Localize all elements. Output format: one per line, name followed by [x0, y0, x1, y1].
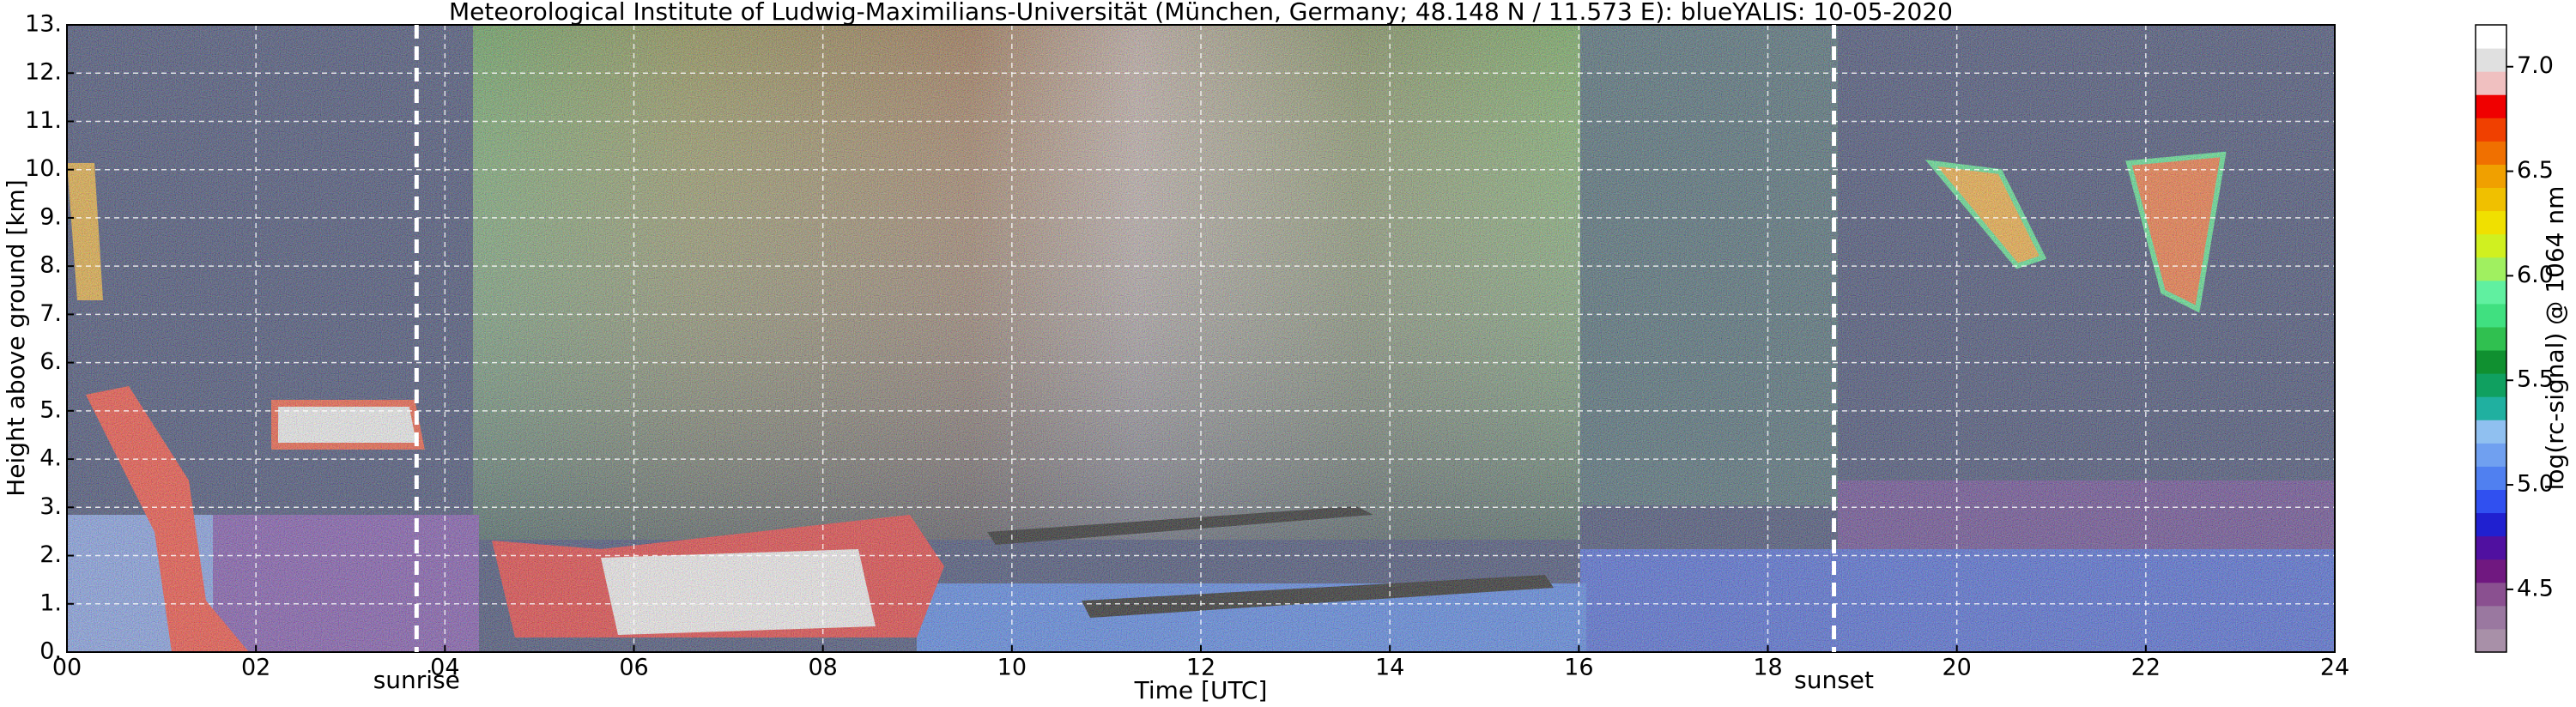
colorbar-segment — [2476, 303, 2506, 328]
x-tick-label: 06 — [619, 655, 648, 681]
x-tick-label: 14 — [1375, 655, 1404, 681]
x-tick-label: 02 — [241, 655, 270, 681]
colorbar-segment — [2476, 141, 2506, 165]
colorbar-segment — [2476, 535, 2506, 560]
x-tick-label: 18 — [1753, 655, 1782, 681]
x-tick-label: 24 — [2320, 655, 2349, 681]
x-tick-label: 10 — [997, 655, 1027, 681]
y-tick-label: 3. — [39, 493, 62, 520]
colorbar-segment — [2476, 559, 2506, 583]
y-axis-label: Height above ground [km] — [2, 179, 30, 497]
y-tick-label: 11. — [25, 107, 62, 134]
y-tick-label: 6. — [39, 348, 62, 375]
colorbar-segment — [2476, 118, 2506, 142]
colorbar-segment — [2476, 443, 2506, 467]
colorbar-segment — [2476, 396, 2506, 420]
x-axis-label: Time [UTC] — [1134, 676, 1268, 704]
x-tick-label: 04 — [430, 655, 459, 681]
colorbar-tick-label: 5.5 — [2517, 366, 2554, 393]
colorbar-segment — [2476, 164, 2506, 189]
y-tick-label: 7. — [39, 300, 62, 327]
chart-title: Meteorological Institute of Ludwig-Maxim… — [449, 0, 1953, 26]
y-tick-label: 0. — [39, 638, 62, 665]
x-tick-label: 08 — [808, 655, 837, 681]
colorbar-segment — [2476, 94, 2506, 118]
colorbar-segment — [2476, 466, 2506, 490]
colorbar-segment — [2476, 512, 2506, 537]
colorbar-segment — [2476, 233, 2506, 258]
y-tick-label: 8. — [39, 252, 62, 279]
colorbar-label: log(rc-signal) @ 1064 nm — [2541, 186, 2569, 491]
colorbar-segment — [2476, 25, 2506, 49]
colorbar-segment — [2476, 605, 2506, 630]
y-tick-label: 4. — [39, 445, 62, 472]
colorbar-tick-label: 6.0 — [2517, 262, 2554, 288]
colorbar-segment — [2476, 48, 2506, 72]
colorbar-segment — [2476, 257, 2506, 281]
y-tick-label: 1. — [39, 589, 62, 616]
y-tick-label: 10. — [25, 155, 62, 182]
y-tick-label: 2. — [39, 541, 62, 568]
y-tick-label: 12. — [25, 59, 62, 86]
annotation-label: sunrise — [373, 666, 460, 694]
colorbar-segment — [2476, 187, 2506, 212]
y-tick-label: 13. — [25, 11, 62, 38]
colorbar-tick-label: 4.5 — [2517, 575, 2554, 601]
colorbar-frame — [2475, 24, 2507, 653]
x-tick-label: 20 — [1942, 655, 1971, 681]
colorbar-segment — [2476, 326, 2506, 351]
x-tick-label: 12 — [1186, 655, 1215, 681]
x-tick-label: 16 — [1564, 655, 1593, 681]
annotation-label: sunset — [1794, 666, 1874, 694]
colorbar-segment — [2476, 210, 2506, 235]
colorbar-segment — [2476, 582, 2506, 607]
colorbar-tick-label: 5.0 — [2517, 471, 2554, 498]
colorbar-segment — [2476, 628, 2506, 653]
colorbar-segment — [2476, 71, 2506, 95]
colorbar-segment — [2476, 420, 2506, 444]
x-tick-label: 00 — [52, 655, 82, 681]
colorbar-segment — [2476, 350, 2506, 374]
colorbar-segment — [2476, 373, 2506, 397]
colorbar-segment — [2476, 489, 2506, 514]
y-tick-label: 5. — [39, 396, 62, 423]
colorbar-tick-label: 6.5 — [2517, 157, 2554, 184]
x-tick-label: 22 — [2131, 655, 2161, 681]
colorbar-segment — [2476, 280, 2506, 305]
colorbar-tick-label: 7.0 — [2517, 52, 2554, 79]
y-tick-label: 9. — [39, 203, 62, 230]
